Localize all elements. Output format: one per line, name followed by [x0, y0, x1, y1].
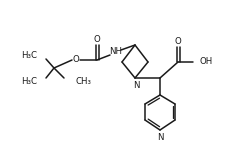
Text: CH₃: CH₃	[76, 77, 92, 87]
Text: OH: OH	[200, 58, 213, 67]
Text: O: O	[73, 55, 79, 65]
Text: H₃C: H₃C	[21, 77, 37, 87]
Text: N: N	[157, 133, 163, 142]
Text: O: O	[175, 37, 181, 45]
Text: O: O	[94, 35, 100, 44]
Text: N: N	[133, 82, 139, 90]
Text: NH: NH	[109, 47, 123, 57]
Text: H₃C: H₃C	[21, 51, 37, 59]
